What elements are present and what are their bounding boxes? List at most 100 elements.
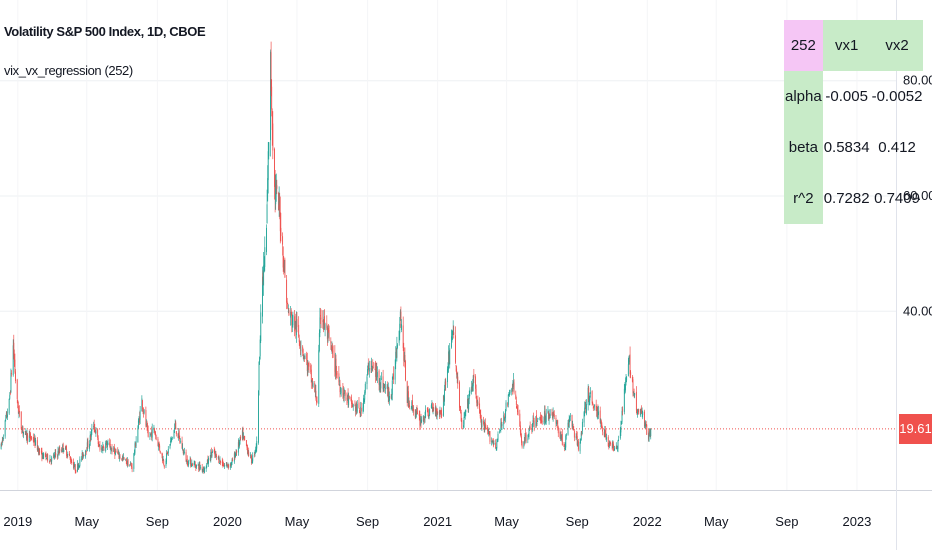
- candle-body: [191, 463, 193, 467]
- candle-body: [55, 453, 57, 456]
- candle-body: [279, 202, 281, 209]
- candle-body: [649, 429, 651, 436]
- candle-body: [150, 432, 152, 434]
- candle-body: [508, 393, 510, 395]
- candle-body: [569, 417, 571, 421]
- candle-body: [571, 414, 573, 427]
- candle-body: [201, 467, 203, 471]
- candle-body: [324, 324, 326, 331]
- candle-body: [252, 455, 254, 462]
- candle-body: [11, 373, 12, 375]
- candle-body: [74, 464, 76, 471]
- candle-body: [575, 436, 577, 438]
- candle-body: [641, 408, 643, 414]
- candle-body: [127, 460, 128, 466]
- candle-body: [206, 459, 208, 464]
- candle-body: [283, 262, 285, 271]
- y-tick-label: 60.00: [903, 188, 932, 203]
- candle-body: [225, 465, 227, 467]
- candle-body: [270, 51, 271, 141]
- candle-body: [86, 442, 88, 452]
- candle-body: [237, 442, 239, 453]
- candle-body: [54, 454, 56, 458]
- candle-body: [90, 431, 92, 437]
- candle-body: [503, 415, 505, 425]
- candle-body: [30, 437, 32, 440]
- candle-body: [644, 425, 646, 427]
- candle-body: [49, 458, 51, 462]
- candle-body: [332, 350, 334, 352]
- candle-body: [442, 395, 444, 416]
- candle-body: [123, 457, 125, 460]
- candle-body: [258, 390, 259, 443]
- candle-body: [198, 465, 200, 470]
- candle-body: [163, 465, 165, 468]
- candle-body: [343, 392, 345, 399]
- indicator-label[interactable]: vix_vx_regression (252): [4, 63, 133, 78]
- candle-body: [191, 462, 193, 467]
- candle-body: [287, 303, 289, 309]
- candle-body: [58, 451, 60, 455]
- candle-body: [479, 414, 481, 416]
- candle-body: [602, 429, 603, 432]
- stats-label-cell: r^2: [784, 173, 823, 224]
- candle-body: [290, 310, 292, 314]
- candle-body: [516, 406, 518, 409]
- candle-body: [142, 410, 144, 412]
- candle-body: [78, 465, 80, 470]
- candle-body: [255, 447, 257, 450]
- candle-body: [569, 415, 571, 417]
- candle-body: [231, 459, 233, 464]
- candle-body: [596, 409, 598, 419]
- candle-body: [519, 425, 521, 433]
- candle-body: [214, 454, 216, 456]
- candle-body: [425, 409, 427, 418]
- candle-body: [444, 381, 446, 389]
- candle-body: [306, 360, 308, 371]
- candle-body: [50, 459, 51, 461]
- candle-body: [212, 451, 213, 453]
- candle-body: [241, 430, 243, 438]
- candle-body: [51, 457, 53, 462]
- candle-body: [173, 430, 175, 439]
- candle-body: [0, 443, 2, 449]
- candle-body: [102, 446, 104, 448]
- candle-body: [263, 265, 265, 286]
- candle-body: [544, 411, 546, 422]
- stats-label-cell: alpha: [784, 71, 823, 122]
- candle-body: [592, 402, 594, 405]
- candle-body: [399, 323, 401, 334]
- stats-value-cell: -0.005: [825, 88, 868, 105]
- candle-body: [616, 445, 618, 449]
- candle-body: [500, 422, 502, 431]
- candle-body: [496, 440, 498, 442]
- candle-body: [115, 450, 117, 453]
- candle-body: [211, 452, 213, 457]
- candle-body: [650, 428, 652, 437]
- candle-body: [17, 405, 19, 414]
- candle-body: [328, 327, 329, 333]
- candle-body: [579, 441, 581, 452]
- candle-body: [441, 413, 443, 416]
- candle-body: [638, 409, 640, 414]
- y-tick-label: 40.00: [903, 303, 932, 318]
- candle-body: [364, 391, 366, 400]
- candle-body: [21, 430, 23, 433]
- candle-body: [355, 406, 356, 412]
- candle-body: [635, 391, 637, 411]
- candle-body: [278, 192, 280, 211]
- candle-body: [448, 354, 450, 363]
- candle-body: [416, 410, 418, 412]
- candle-body: [15, 371, 16, 381]
- candle-body: [592, 406, 594, 409]
- candle-body: [379, 383, 381, 387]
- candle-body: [608, 441, 610, 447]
- candle-body: [388, 396, 390, 401]
- chart-title[interactable]: Volatility S&P 500 Index, 1D, CBOE: [4, 24, 206, 39]
- candle-body: [214, 451, 216, 456]
- candle-body: [475, 389, 477, 399]
- candle-body: [339, 384, 341, 393]
- candle-body: [627, 364, 629, 376]
